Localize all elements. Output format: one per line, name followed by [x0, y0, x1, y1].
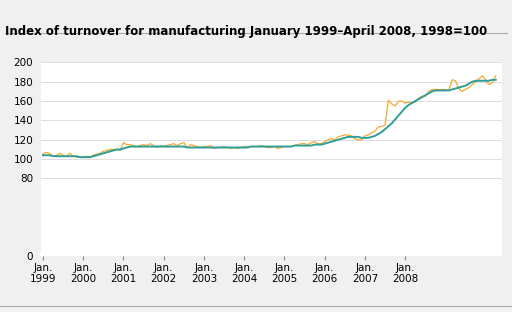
Text: Index of turnover for manufacturing January 1999–April 2008, 1998=100: Index of turnover for manufacturing Janu…	[5, 25, 487, 38]
